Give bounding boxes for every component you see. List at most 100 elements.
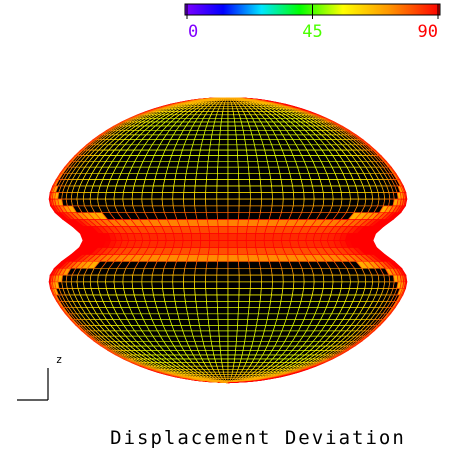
mesh-cell bbox=[143, 294, 156, 302]
mesh-cell bbox=[216, 261, 229, 269]
mesh-cell bbox=[183, 288, 196, 296]
mesh-cell bbox=[237, 313, 249, 321]
mesh-cell bbox=[131, 192, 143, 200]
mesh-cell bbox=[205, 179, 218, 187]
mesh-cell bbox=[218, 149, 229, 156]
mesh-cell bbox=[151, 185, 164, 193]
mesh-cell bbox=[178, 155, 191, 162]
mesh-cell bbox=[151, 198, 164, 207]
mesh-cell bbox=[364, 192, 374, 200]
mesh-cell bbox=[221, 111, 229, 116]
mesh-cell bbox=[238, 267, 251, 276]
mesh-cell bbox=[234, 350, 244, 356]
mesh-cell bbox=[218, 325, 229, 332]
mesh-cell bbox=[89, 192, 99, 200]
mesh-cell bbox=[105, 198, 116, 207]
mesh-cell bbox=[199, 325, 211, 332]
mesh-cell bbox=[227, 365, 234, 370]
mesh-cell bbox=[217, 219, 229, 227]
mesh-cell bbox=[263, 240, 275, 248]
mesh-cell bbox=[227, 139, 238, 146]
mesh-cell bbox=[227, 362, 235, 367]
mesh-cell bbox=[141, 274, 153, 283]
mesh-cell bbox=[227, 179, 240, 187]
mesh-cell bbox=[280, 179, 294, 187]
mesh-cell bbox=[206, 301, 218, 309]
mesh-cell bbox=[164, 233, 176, 241]
mesh-cell bbox=[261, 378, 272, 381]
mesh-cell bbox=[201, 335, 212, 342]
mesh-cell bbox=[332, 192, 343, 200]
mesh-cell bbox=[216, 111, 224, 116]
mesh-cell bbox=[237, 307, 250, 315]
mesh-cell bbox=[236, 247, 249, 255]
mesh-cell bbox=[266, 313, 279, 321]
mesh-cell bbox=[122, 192, 134, 200]
mesh-cell bbox=[162, 288, 175, 296]
mesh-cell bbox=[227, 129, 237, 136]
mesh-cell bbox=[341, 192, 351, 200]
mesh-cell bbox=[254, 233, 266, 241]
mesh-cell bbox=[258, 301, 272, 309]
mesh-cell bbox=[190, 144, 202, 151]
mesh-cell bbox=[207, 319, 219, 326]
mesh-cell bbox=[227, 307, 239, 315]
mesh-cell bbox=[227, 134, 237, 141]
mesh-cell bbox=[267, 307, 281, 315]
mesh-cell bbox=[220, 125, 229, 131]
mesh-cell bbox=[205, 192, 218, 200]
mesh-cell bbox=[260, 267, 273, 276]
mesh-cell bbox=[302, 185, 315, 193]
mesh-cell bbox=[234, 125, 244, 131]
mesh-cell bbox=[194, 192, 207, 200]
mesh-cell bbox=[216, 294, 229, 302]
mesh-cell bbox=[141, 192, 153, 200]
mesh-cell bbox=[172, 205, 186, 214]
mesh-cell bbox=[206, 219, 219, 227]
colorbar-ticks: 0 45 90 bbox=[186, 4, 439, 42]
mesh-cell bbox=[260, 185, 273, 193]
mesh-cell bbox=[178, 319, 191, 326]
mesh-cell bbox=[237, 254, 250, 262]
mesh-cell bbox=[195, 212, 208, 220]
mesh-cell bbox=[164, 240, 176, 248]
mesh-cell bbox=[220, 121, 229, 127]
mesh-cell bbox=[181, 233, 193, 241]
mesh-cell bbox=[312, 185, 324, 193]
mesh-cell bbox=[194, 261, 208, 269]
mesh-cell bbox=[174, 172, 187, 180]
mesh-cell bbox=[151, 288, 165, 296]
mesh-cell bbox=[197, 155, 210, 162]
mesh-cell bbox=[195, 301, 208, 309]
mesh-cell bbox=[236, 144, 247, 151]
mesh-cell bbox=[122, 274, 134, 283]
mesh-cell bbox=[257, 160, 270, 168]
mesh-cell bbox=[131, 281, 143, 289]
mesh-cell bbox=[216, 172, 229, 180]
mesh-cell bbox=[194, 288, 207, 296]
mesh-cell bbox=[371, 274, 380, 283]
mesh-cell bbox=[172, 267, 186, 276]
mesh-cell bbox=[177, 313, 190, 321]
mesh-cell bbox=[216, 179, 229, 187]
mesh-cell bbox=[203, 345, 214, 352]
mesh-cell bbox=[216, 274, 229, 283]
mesh-cell bbox=[76, 274, 85, 283]
mesh-cell bbox=[254, 325, 267, 332]
mesh-cell bbox=[248, 166, 260, 174]
mesh-cell bbox=[322, 281, 334, 289]
mesh-cell bbox=[222, 365, 229, 370]
mesh-cell bbox=[303, 192, 315, 200]
mesh-cell bbox=[249, 281, 262, 289]
mesh-cell bbox=[259, 294, 272, 302]
mesh-cell bbox=[247, 160, 260, 168]
mesh-cell bbox=[184, 294, 197, 302]
mesh-cell bbox=[194, 274, 207, 283]
mesh-cell bbox=[207, 155, 219, 162]
mesh-cell bbox=[216, 192, 229, 200]
mesh-cell bbox=[236, 149, 248, 156]
mesh-cell bbox=[196, 219, 209, 227]
mesh-cell bbox=[260, 288, 273, 296]
mesh-cell bbox=[161, 198, 174, 207]
mesh-cell bbox=[216, 198, 229, 207]
